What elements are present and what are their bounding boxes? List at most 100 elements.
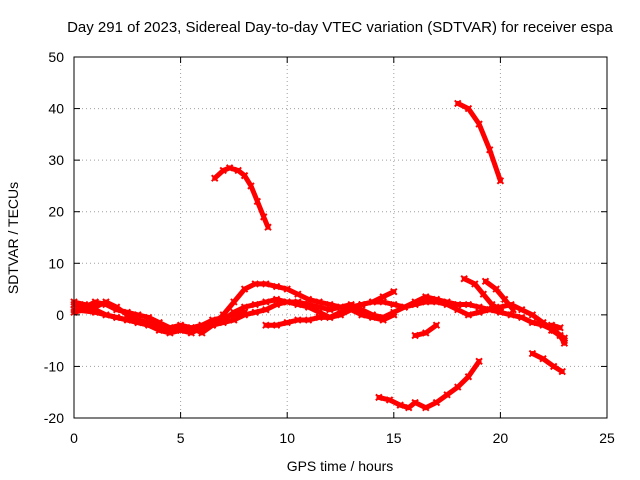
data-point <box>315 313 323 322</box>
data-point <box>294 316 302 324</box>
data-point <box>240 285 249 293</box>
data-point <box>211 174 219 182</box>
data-point <box>262 298 270 306</box>
data-point <box>368 313 377 322</box>
data-point <box>264 223 272 231</box>
data-point <box>560 339 569 347</box>
data-point <box>166 329 174 337</box>
data-point <box>208 316 217 324</box>
data-point <box>358 311 366 319</box>
x-tick-label: 15 <box>386 430 402 446</box>
data-point <box>486 305 494 314</box>
data-point <box>375 393 383 402</box>
data-point <box>422 403 430 412</box>
data-point <box>479 290 488 298</box>
data-point <box>547 321 556 329</box>
data-point <box>507 311 515 319</box>
data-point <box>379 298 387 306</box>
data-point <box>385 396 394 404</box>
data-point <box>390 287 398 296</box>
data-point <box>283 285 291 293</box>
data-point <box>390 311 398 319</box>
data-point <box>528 311 537 319</box>
data-point <box>260 213 268 221</box>
data-point <box>304 316 313 324</box>
data-point <box>283 318 291 327</box>
series-track-h <box>376 358 482 411</box>
data-point <box>262 280 270 288</box>
series-track-g <box>455 100 503 184</box>
x-axis-label: GPS time / hours <box>287 458 394 474</box>
data-point <box>539 354 547 363</box>
data-point <box>304 295 313 304</box>
data-point <box>558 367 566 376</box>
data-point <box>123 316 132 324</box>
data-point <box>225 164 234 172</box>
y-tick-label: 10 <box>48 255 64 271</box>
y-tick-label: 40 <box>48 101 64 117</box>
data-point <box>144 321 153 329</box>
data-point <box>411 331 419 340</box>
data-point <box>528 349 537 358</box>
data-point <box>481 277 490 286</box>
data-point <box>315 298 323 306</box>
series-track-c <box>71 281 397 333</box>
data-point <box>488 300 496 309</box>
data-point <box>247 182 255 190</box>
data-traces <box>70 99 569 412</box>
x-tick-label: 5 <box>177 430 185 446</box>
data-point <box>454 305 462 314</box>
data-point <box>454 383 462 391</box>
data-point <box>80 300 89 309</box>
data-point <box>187 324 195 332</box>
data-point <box>422 329 430 337</box>
data-point <box>556 331 564 340</box>
data-point <box>432 321 441 329</box>
plot-frame <box>73 56 608 419</box>
data-point <box>464 311 473 319</box>
data-point <box>326 313 334 322</box>
data-point <box>294 298 302 306</box>
series-track-l <box>529 351 565 375</box>
data-point <box>112 303 121 311</box>
y-axis-label: SDTVAR / TECUs <box>5 182 21 294</box>
data-point <box>496 177 505 185</box>
data-point <box>272 300 281 309</box>
data-point <box>379 316 387 324</box>
data-point <box>198 321 206 329</box>
data-point <box>422 298 430 306</box>
data-point <box>492 285 500 293</box>
data-point <box>500 295 509 304</box>
data-point <box>347 305 355 314</box>
data-point <box>454 99 462 108</box>
chart-title: Day 291 of 2023, Sidereal Day-to-day VTE… <box>67 19 613 36</box>
data-point <box>253 197 262 206</box>
data-point <box>539 321 547 329</box>
data-point <box>496 305 505 314</box>
data-point <box>176 326 185 335</box>
y-tick-label: -20 <box>44 410 64 426</box>
axis-ticks <box>73 56 608 419</box>
data-point <box>272 282 281 291</box>
data-point <box>518 305 526 314</box>
data-point <box>251 300 259 309</box>
data-point <box>411 300 419 309</box>
data-point <box>240 171 249 180</box>
y-tick-label: -10 <box>44 358 64 374</box>
data-point <box>283 298 291 306</box>
data-point <box>464 300 473 309</box>
data-point <box>234 166 242 175</box>
data-point <box>396 401 404 409</box>
data-point <box>549 362 558 371</box>
data-point <box>336 303 345 311</box>
data-point <box>112 313 121 322</box>
data-point <box>475 120 483 128</box>
data-point <box>475 308 483 316</box>
data-point <box>294 290 302 298</box>
data-point <box>240 308 249 316</box>
data-point <box>432 398 441 407</box>
data-point <box>368 298 377 306</box>
y-tick-label: 30 <box>48 152 64 168</box>
data-point <box>358 300 366 309</box>
